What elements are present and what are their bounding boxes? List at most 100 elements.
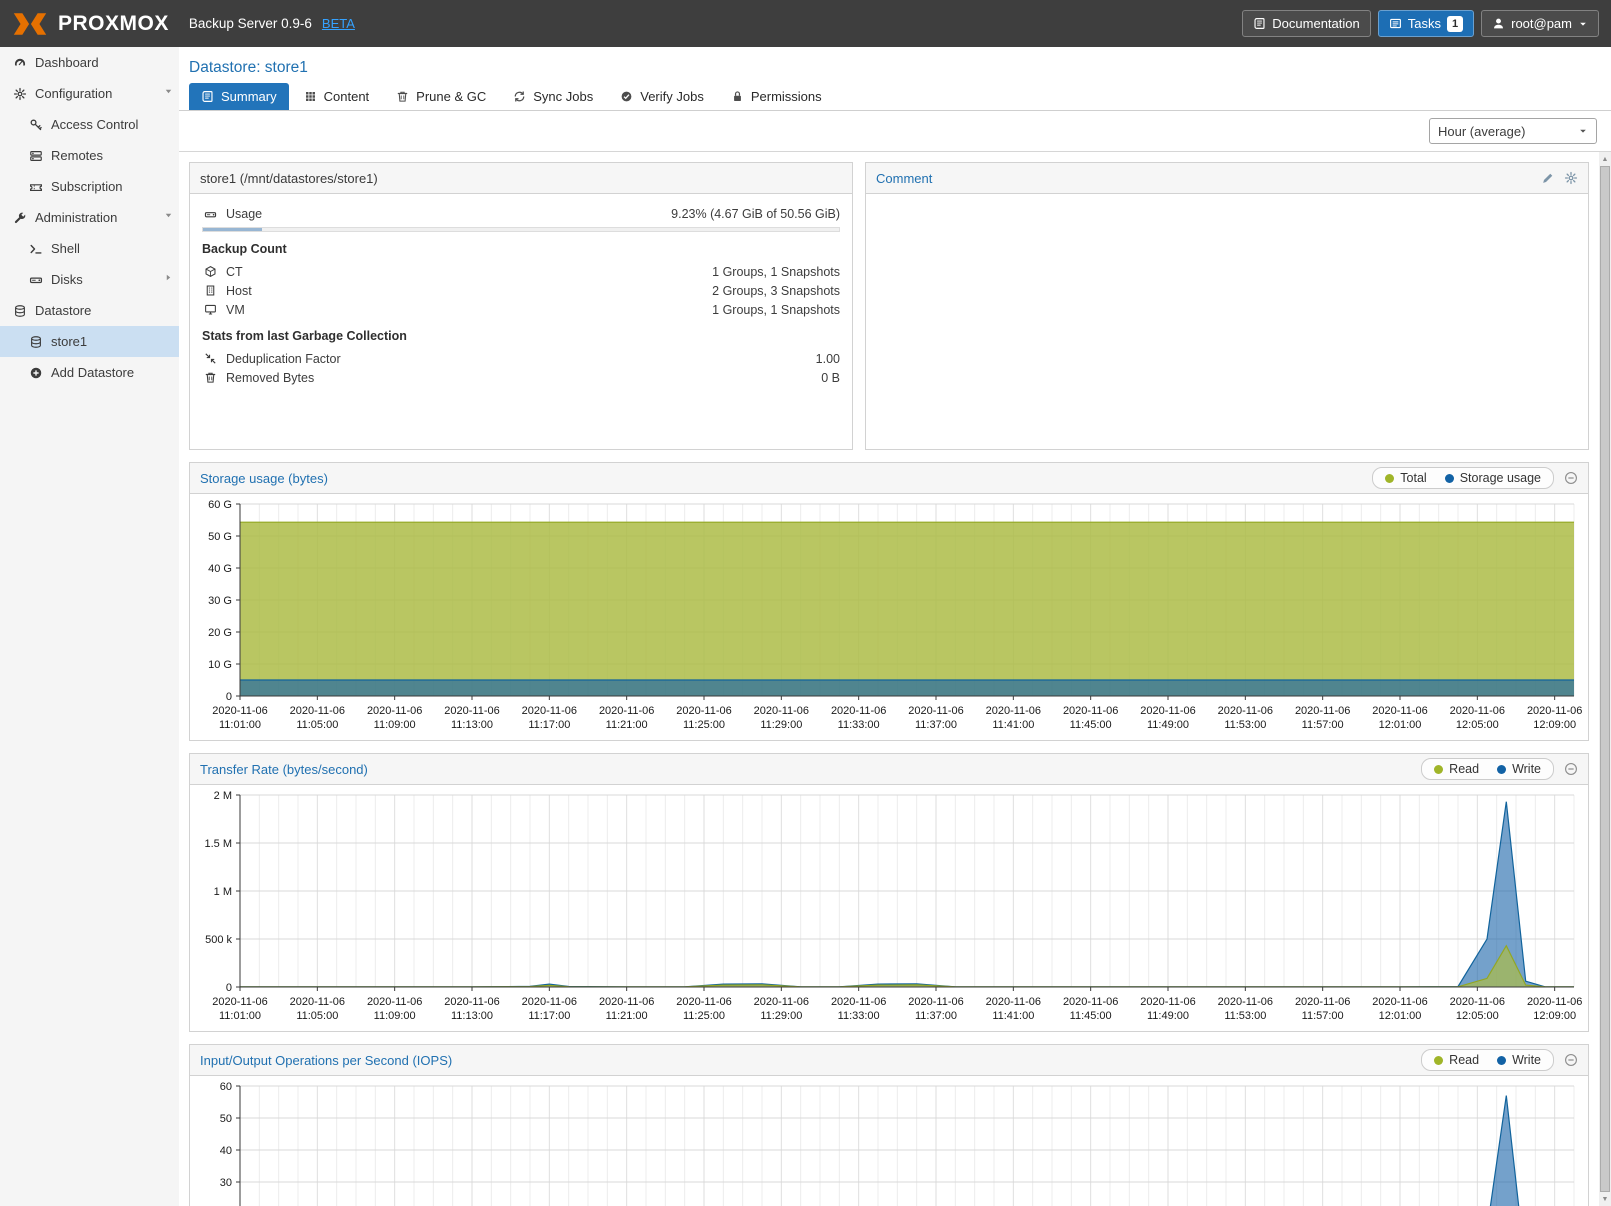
check-circle-icon [620,90,633,103]
sidebar-item-subscription[interactable]: Subscription [0,171,179,202]
svg-text:2020-11-06: 2020-11-06 [367,705,422,717]
comment-body [866,194,1588,449]
usage-label: Usage [226,207,263,221]
legend-item-write[interactable]: Write [1497,762,1541,776]
legend-dot [1434,1055,1444,1065]
gauge-icon [12,56,28,70]
documentation-button[interactable]: Documentation [1242,10,1371,37]
database-icon [28,335,44,349]
legend-item-read[interactable]: Read [1434,762,1479,776]
legend-dot [1385,473,1395,483]
chart-canvas: 0 10 G 20 G 30 G 40 G 50 G 60 G 2020-11-06 11:01… [208,499,1582,731]
info-row: Removed Bytes 0 B [202,368,840,387]
ticket-icon [28,180,44,194]
svg-text:2020-11-06: 2020-11-06 [676,996,731,1008]
legend-item-storage-usage[interactable]: Storage usage [1444,471,1541,485]
info-value: 1.00 [815,351,840,366]
beta-link[interactable]: BETA [321,16,355,31]
svg-text:11:05:00: 11:05:00 [296,719,338,731]
sidebar-item-label: Access Control [51,117,139,132]
svg-text:2020-11-06: 2020-11-06 [754,996,809,1008]
legend-item-write[interactable]: Write [1497,1053,1541,1067]
svg-text:40 G: 40 G [208,563,232,575]
chevron-right-icon[interactable] [163,272,174,283]
legend-label: Read [1449,762,1480,776]
svg-text:10 G: 10 G [208,659,232,671]
sidebar-item-add-datastore[interactable]: Add Datastore [0,357,179,388]
chart-canvas: 01020304050602020-11-0611:01:002020-11-0… [220,1081,1575,1206]
svg-text:2020-11-06: 2020-11-06 [1063,996,1118,1008]
datastore-summary-panel: store1 (/mnt/datastores/store1) Usage 9.… [189,162,853,450]
sidebar-item-dashboard[interactable]: Dashboard [0,47,179,78]
tab-prune-gc[interactable]: Prune & GC [384,83,498,110]
legend-item-read[interactable]: Read [1434,1053,1479,1067]
comment-panel: Comment [865,162,1589,450]
scroll-up-icon[interactable]: ▲ [1601,155,1609,163]
topbar-actions: Documentation Tasks 1 root@pam [1242,10,1599,37]
usage-value: 9.23% (4.67 GiB of 50.56 GiB) [671,207,840,221]
svg-text:2020-11-06: 2020-11-06 [1450,996,1505,1008]
user-label: root@pam [1511,16,1572,31]
sidebar-item-configuration[interactable]: Configuration [0,78,179,109]
info-label: Deduplication Factor [226,351,341,366]
svg-text:11:17:00: 11:17:00 [528,1010,570,1022]
gear-icon[interactable] [1564,171,1578,185]
info-row: VM 1 Groups, 1 Snapshots [202,300,840,319]
collapse-icon[interactable] [1564,471,1578,485]
svg-text:1 M: 1 M [214,886,232,898]
svg-text:11:13:00: 11:13:00 [451,1010,493,1022]
info-row: Host 2 Groups, 3 Snapshots [202,281,840,300]
chart-panel-input-output-operations-per-second-iops: Input/Output Operations per Second (IOPS… [189,1044,1589,1206]
tab-verify-jobs[interactable]: Verify Jobs [608,83,716,110]
sidebar-item-datastore[interactable]: Datastore [0,295,179,326]
chevron-down-icon[interactable] [163,86,174,97]
comment-panel-header: Comment [866,163,1588,194]
collapse-icon[interactable] [1564,762,1578,776]
product-subtitle: Backup Server 0.9-6 [188,16,312,31]
svg-text:11:37:00: 11:37:00 [915,719,957,731]
sidebar-item-shell[interactable]: Shell [0,233,179,264]
collapse-icon[interactable] [1564,1053,1578,1067]
chart-body: 01020304050602020-11-0611:01:002020-11-0… [190,1076,1588,1206]
sidebar-item-store1[interactable]: store1 [0,326,179,357]
svg-text:12:01:00: 12:01:00 [1379,719,1422,731]
chart-body: 0 500 k 1 M 1.5 M 2 M 2020-11-06 11:01:00 2020-… [190,785,1588,1031]
user-menu-button[interactable]: root@pam [1481,10,1599,37]
book-icon [201,90,214,103]
usage-progressbar [202,227,840,232]
building-icon [202,284,218,297]
chart-legend: Total Storage usage [1372,467,1554,489]
tasks-button[interactable]: Tasks 1 [1377,10,1475,37]
edit-comment-icon[interactable] [1541,171,1555,185]
sidebar-item-administration[interactable]: Administration [0,202,179,233]
timeframe-value: Hour (average) [1438,123,1526,139]
cube-icon [202,265,218,278]
chart-legend: Read Write [1421,758,1554,780]
chevron-down-icon[interactable] [163,210,174,221]
svg-text:2020-11-06: 2020-11-06 [522,996,577,1008]
tab-sync-jobs[interactable]: Sync Jobs [501,83,605,110]
scroll-down-icon[interactable]: ▼ [1601,1195,1609,1203]
sidebar-item-access-control[interactable]: Access Control [0,109,179,140]
tab-content[interactable]: Content [292,83,382,110]
svg-text:60 G: 60 G [208,499,232,511]
scrollbar-thumb[interactable] [1600,166,1610,1192]
sidebar-item-label: Remotes [51,148,104,163]
sync-icon [513,90,526,103]
tasks-label: Tasks [1407,16,1441,31]
svg-text:2020-11-06: 2020-11-06 [1295,705,1350,717]
timeframe-select[interactable]: Hour (average) [1429,118,1597,144]
svg-text:0: 0 [226,982,232,994]
legend-dot [1434,764,1444,774]
user-icon [1492,17,1505,30]
sidebar-item-remotes[interactable]: Remotes [0,140,179,171]
svg-text:30 G: 30 G [208,595,232,607]
svg-text:2020-11-06: 2020-11-06 [1063,705,1118,717]
tab-permissions[interactable]: Permissions [719,83,834,110]
tab-summary[interactable]: Summary [189,83,289,110]
svg-text:30: 30 [220,1177,232,1189]
sidebar-item-disks[interactable]: Disks [0,264,179,295]
vertical-scrollbar[interactable]: ▲ ▼ [1599,152,1611,1206]
legend-item-total[interactable]: Total [1385,471,1427,485]
info-label: CT [226,264,243,279]
